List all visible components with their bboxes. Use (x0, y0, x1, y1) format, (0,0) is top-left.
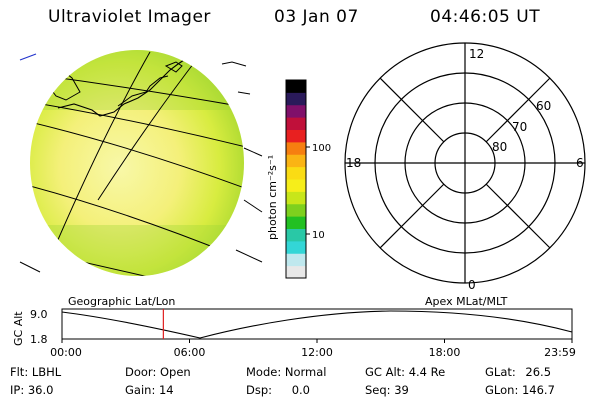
gcalt-label: GC Alt: (365, 365, 406, 379)
flt-value: LBHL (31, 365, 62, 379)
timeline-x-tick-label: 12:00 (301, 346, 333, 359)
colorbar-tick-100: 100 (312, 143, 331, 154)
colorbar-segment (286, 191, 306, 205)
glat-field: GLat: 26.5 (485, 365, 552, 379)
timeline-x-tick-label: 00:00 (50, 346, 82, 359)
gain-value: 14 (158, 383, 174, 397)
dsp-value: 0.0 (291, 383, 310, 397)
timeline-x-tick-label: 06:00 (174, 346, 206, 359)
glon-label: GLon: (485, 383, 519, 397)
timeline-y-tick-bottom: 1.8 (30, 333, 48, 346)
ip-label: IP: (10, 383, 25, 397)
color-scale-bar (285, 79, 307, 279)
door-field: Door: Open (125, 365, 191, 379)
dsp-field: Dsp: 0.0 (246, 383, 310, 397)
mlt-label-0: 0 (468, 278, 476, 292)
colorbar-frame (285, 79, 307, 279)
instrument-title: Ultraviolet Imager (48, 7, 211, 27)
flt-label: Flt: (10, 365, 29, 379)
polar-mlat-mlt-plot (344, 42, 586, 284)
time-label: 04:46:05 UT (430, 7, 541, 27)
timeline-x-ticks: 00:00 06:00 12:00 18:00 23:59 (50, 339, 576, 359)
ip-field: IP: 36.0 (10, 383, 54, 397)
door-value: Open (159, 365, 191, 379)
glat-label: GLat: (485, 365, 516, 379)
seq-value: 39 (394, 383, 409, 397)
gain-field: Gain: 14 (125, 383, 174, 397)
colorbar-segment (286, 179, 306, 192)
mode-field: Mode: Normal (246, 365, 327, 379)
mlt-label-6: 6 (576, 156, 584, 170)
colorbar-segment (286, 92, 306, 106)
colorbar-segment (286, 203, 306, 217)
colorbar-segment (286, 240, 306, 254)
timeline-right-title: Apex MLat/MLT (425, 295, 508, 308)
colorbar-segment (286, 228, 306, 242)
colorbar-tick-10: 10 (312, 230, 325, 241)
timeline-frame (61, 308, 573, 340)
colorbar-segment (286, 80, 306, 93)
mode-label: Mode: (246, 365, 282, 379)
gcalt-value: 4.4 Re (408, 365, 446, 379)
glon-value: 146.7 (521, 383, 555, 397)
timeline-y-tick-top: 9.0 (30, 308, 48, 321)
colorbar-segment (286, 216, 306, 229)
ip-value: 36.0 (27, 383, 54, 397)
timeline-x-tick-label: 23:59 (544, 346, 576, 359)
timeline-x-tick-label: 18:00 (429, 346, 461, 359)
earth-disk-image (19, 50, 263, 276)
timeline-y-axis-label: GC Alt (12, 311, 25, 346)
mlat-label-70: 70 (512, 120, 527, 134)
door-label: Door: (125, 365, 157, 379)
mlt-label-12: 12 (469, 47, 484, 61)
mlat-label-80: 80 (492, 140, 507, 154)
seq-field: Seq: 39 (365, 383, 409, 397)
mode-value: Normal (284, 365, 327, 379)
flt-field: Flt: LBHL (10, 365, 62, 379)
timeline-left-title: Geographic Lat/Lon (68, 295, 175, 308)
colorbar-segment (286, 253, 306, 267)
colorbar-segment (286, 117, 306, 130)
glat-value: 26.5 (525, 365, 552, 379)
mlat-label-60: 60 (536, 99, 551, 113)
seq-label: Seq: (365, 383, 391, 397)
colorbar-segment (286, 154, 306, 168)
gcalt-field: GC Alt: 4.4 Re (365, 365, 446, 379)
glon-field: GLon: 146.7 (485, 383, 555, 397)
colorbar-segment (286, 141, 306, 155)
altitude-curve (61, 310, 573, 339)
gain-label: Gain: (125, 383, 156, 397)
colorbar-segment (286, 166, 306, 180)
colorbar-segment (286, 129, 306, 143)
colorbar-segment (286, 104, 306, 118)
date-label: 03 Jan 07 (274, 7, 359, 27)
colorbar-unit-label: photon cm⁻²s⁻¹ (266, 155, 279, 240)
colorbar-segment (286, 265, 306, 279)
mlt-label-18: 18 (346, 156, 361, 170)
dsp-label: Dsp: (246, 383, 273, 397)
